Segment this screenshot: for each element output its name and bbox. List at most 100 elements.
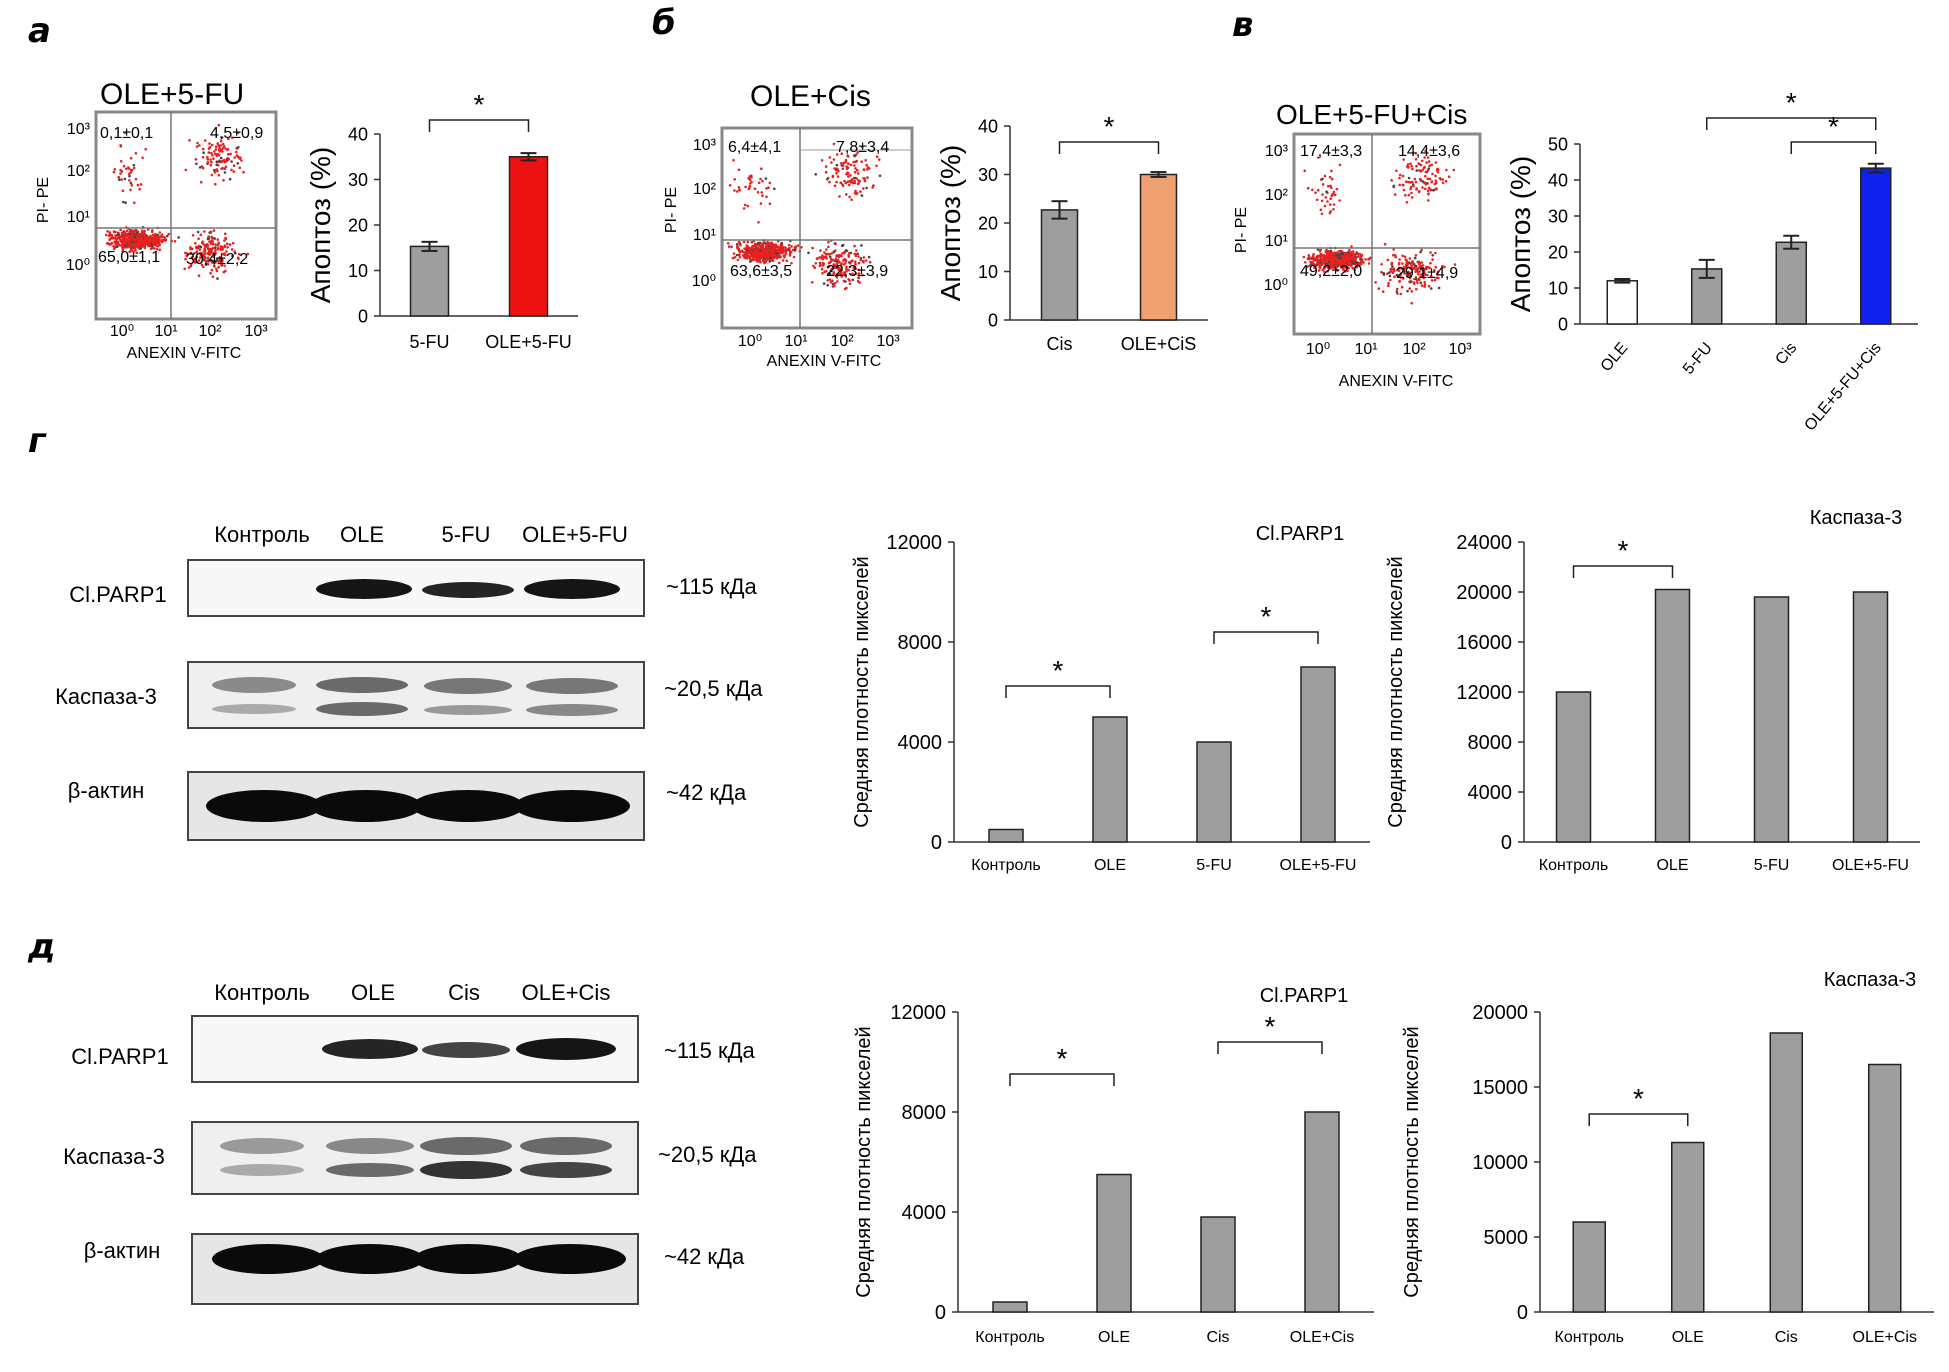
significance-bracket [1218,1042,1322,1054]
flow-dot [789,251,792,254]
flow-dot [1438,287,1441,290]
lane-label: OLE [340,522,384,547]
flow-dot [233,156,236,159]
flow-dot [789,254,792,257]
band [310,790,422,822]
band [422,582,514,598]
category-label: 5-FU [410,332,450,352]
band [524,579,620,599]
flow-dot [729,184,732,187]
flow-dot [1420,164,1423,167]
band [520,1137,612,1155]
flow-dot [128,179,131,182]
flow-dot [1408,287,1411,290]
flow-dot [107,243,110,246]
y-tick-label: 40 [978,116,998,136]
flow-ylabel: PI- PE [35,177,52,223]
significance-bracket [1006,686,1110,698]
significance-star: * [1786,87,1797,118]
flow-dot [754,187,757,190]
flow-dot [211,144,214,147]
x-tick: 10⁰ [1306,341,1330,358]
bar [1042,210,1078,320]
flow-dot [1448,175,1451,178]
flow-dot [212,157,215,160]
flow-dot [1434,252,1437,255]
band [220,1138,304,1154]
flow-dot [1427,177,1430,180]
flow-dot [837,175,840,178]
flow-dot [1339,164,1342,167]
flow-dot [738,241,741,244]
flow-dot [132,236,135,239]
flow-dot [212,243,215,246]
x-tick: 10¹ [1354,341,1377,358]
y-tick-label: 4000 [1468,782,1513,804]
y-tick-label: 20000 [1472,1002,1528,1024]
bar [1861,168,1891,324]
y-tick-label: 40 [348,124,368,144]
chart-a-bar: 0102030405-FU OLE+5-FU*Апоптоз (%) [305,89,578,352]
flow-dot [1317,259,1320,262]
significance-bracket [1574,566,1673,578]
flow-dot [216,170,219,173]
lane-label: Контроль [214,980,310,1005]
flow-dot [743,241,746,244]
flow-dot [216,154,219,157]
flow-dot [736,243,739,246]
bar [1197,742,1231,842]
quadrant-ll: 65,0±1,1 [98,249,160,266]
flow-dot [221,160,224,163]
flow-dot [859,190,862,193]
flow-dot [224,244,227,247]
flow-dot [226,246,229,249]
y-tick-label: 15000 [1472,1077,1528,1099]
flow-dot [1389,268,1392,271]
flow-dot [137,235,140,238]
flow-dot [130,157,133,160]
flow-dot [1429,178,1432,181]
flow-dot [207,161,210,164]
y-tick-label: 0 [931,832,942,854]
flow-dot [113,171,116,174]
flow-dot [857,280,860,283]
flow-dot [1399,174,1402,177]
flow-dot [119,172,122,175]
flow-dot [1324,205,1327,208]
flow-dot [1311,189,1314,192]
flow-frame [722,128,912,328]
quadrant-ll: 49,2±2,0 [1300,263,1362,280]
flow-dot [121,232,124,235]
flow-dot [224,270,227,273]
row-label: Каспаза-3 [55,684,157,709]
flow-dot [141,237,144,240]
flow-dot [212,275,215,278]
y-axis-label: Средняя плотность пикселей [1385,556,1407,827]
flow-dot [774,248,777,251]
flow-dot [1364,258,1367,261]
flow-dot [760,202,763,205]
flow-dot [1333,191,1336,194]
flow-dot [124,231,127,234]
flow-dot [131,184,134,187]
flow-dot [1410,186,1413,189]
quadrant-ur: 7,8±3,4 [836,139,889,156]
flow-dot [1396,292,1399,295]
flow-dot [109,238,112,241]
flow-dot [188,139,191,142]
flow-dot [811,247,814,250]
flow-dot [1415,288,1418,291]
flow-dot [759,257,762,260]
flow-dot [209,272,212,275]
flow-dot [749,182,752,185]
flow-dot [1329,197,1332,200]
y-axis-label: Апоптоз (%) [305,147,336,304]
flow-dot [821,254,824,257]
flow-dot [208,151,211,154]
flow-dot [1359,258,1362,261]
flow-dot [841,244,844,247]
flow-dot [854,190,857,193]
flow-dot [1437,171,1440,174]
flow-dot [1431,164,1434,167]
flow-dot [226,243,229,246]
